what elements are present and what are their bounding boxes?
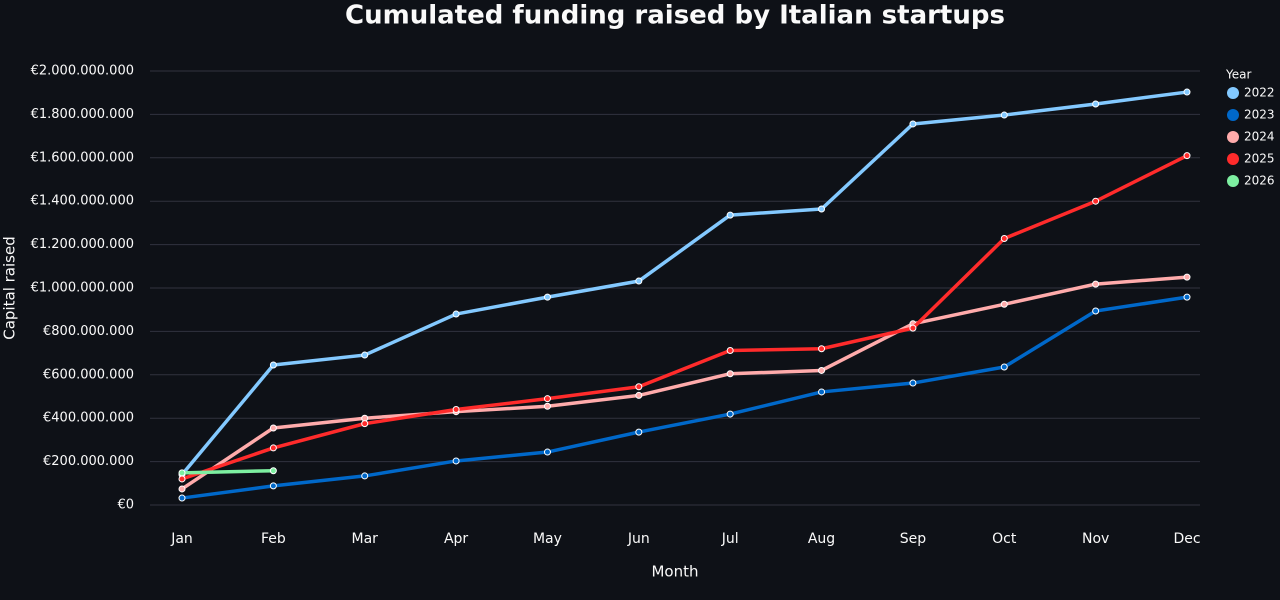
y-tick-label: €400.000.000	[43, 411, 134, 426]
line-series	[181, 154, 1188, 481]
data-point	[1183, 293, 1191, 301]
y-axis-label: Capital raised	[1, 236, 19, 339]
data-point	[1092, 307, 1100, 315]
data-point	[635, 277, 643, 285]
legend-swatch	[1227, 87, 1239, 99]
data-point	[1183, 273, 1191, 281]
x-tick-label: Aug	[808, 531, 835, 547]
x-tick-label: Oct	[992, 531, 1017, 547]
x-tick-label: Sep	[900, 531, 927, 547]
x-tick-label: Jan	[170, 531, 193, 547]
data-point	[818, 345, 826, 353]
legend-label: 2025	[1244, 152, 1275, 166]
data-point	[178, 494, 186, 502]
data-point	[1183, 152, 1191, 160]
data-point	[909, 379, 917, 387]
y-tick-label: €1.600.000.000	[31, 150, 134, 165]
data-point	[269, 361, 277, 369]
y-tick-label: €1.400.000.000	[31, 194, 134, 209]
data-point	[818, 388, 826, 396]
legend-swatch	[1227, 175, 1239, 187]
data-point	[452, 457, 460, 465]
data-point	[269, 467, 277, 475]
data-point	[818, 366, 826, 374]
data-point	[1092, 197, 1100, 205]
data-point	[452, 406, 460, 414]
x-tick-label: Mar	[352, 531, 379, 547]
y-tick-label: €200.000.000	[43, 454, 134, 469]
data-point	[178, 469, 186, 477]
data-point	[1000, 111, 1008, 119]
y-tick-label: €1.800.000.000	[31, 107, 134, 122]
legend-label: 2024	[1244, 130, 1275, 144]
data-point	[361, 420, 369, 428]
y-tick-label: €600.000.000	[43, 367, 134, 382]
legend-swatch	[1227, 109, 1239, 121]
line-series	[181, 295, 1188, 500]
line-series	[181, 275, 1188, 491]
data-point	[909, 120, 917, 128]
data-point	[178, 485, 186, 493]
legend-title: Year	[1225, 68, 1251, 82]
data-point	[1183, 88, 1191, 96]
y-tick-label: €0	[117, 498, 134, 513]
data-point	[635, 428, 643, 436]
legend-swatch	[1227, 153, 1239, 165]
data-point	[543, 293, 551, 301]
x-tick-label: Apr	[444, 531, 468, 547]
x-tick-label: Jul	[721, 531, 739, 547]
x-tick-label: May	[533, 531, 562, 547]
data-point	[543, 402, 551, 410]
data-point	[726, 346, 734, 354]
data-point	[361, 351, 369, 359]
data-point	[543, 395, 551, 403]
data-point	[818, 205, 826, 213]
data-point	[1000, 235, 1008, 243]
x-tick-label: Feb	[261, 531, 286, 547]
data-point	[452, 310, 460, 318]
data-point	[726, 211, 734, 219]
data-point	[361, 472, 369, 480]
data-point	[1092, 280, 1100, 288]
y-tick-label: €800.000.000	[43, 324, 134, 339]
data-point	[1092, 100, 1100, 108]
data-point	[1000, 300, 1008, 308]
x-tick-label: Dec	[1173, 531, 1200, 547]
legend-swatch	[1227, 131, 1239, 143]
data-point	[635, 383, 643, 391]
data-point	[1000, 363, 1008, 371]
x-tick-label: Jun	[627, 531, 650, 547]
data-point	[178, 475, 186, 483]
legend-label: 2022	[1244, 86, 1275, 100]
data-point	[909, 324, 917, 332]
data-point	[543, 448, 551, 456]
data-point	[726, 410, 734, 418]
legend-label: 2026	[1244, 174, 1275, 188]
x-tick-label: Nov	[1082, 531, 1109, 547]
y-tick-label: €2.000.000.000	[31, 64, 134, 79]
data-point	[726, 370, 734, 378]
data-point	[269, 482, 277, 490]
legend-label: 2023	[1244, 108, 1275, 122]
chart-title: Cumulated funding raised by Italian star…	[345, 1, 1005, 31]
data-point	[269, 424, 277, 432]
y-tick-label: €1.000.000.000	[31, 281, 134, 296]
y-tick-label: €1.200.000.000	[31, 237, 134, 252]
data-point	[635, 391, 643, 399]
line-series	[180, 90, 1188, 476]
data-point	[269, 444, 277, 452]
x-axis-label: Month	[651, 563, 698, 581]
line-series	[181, 468, 274, 475]
